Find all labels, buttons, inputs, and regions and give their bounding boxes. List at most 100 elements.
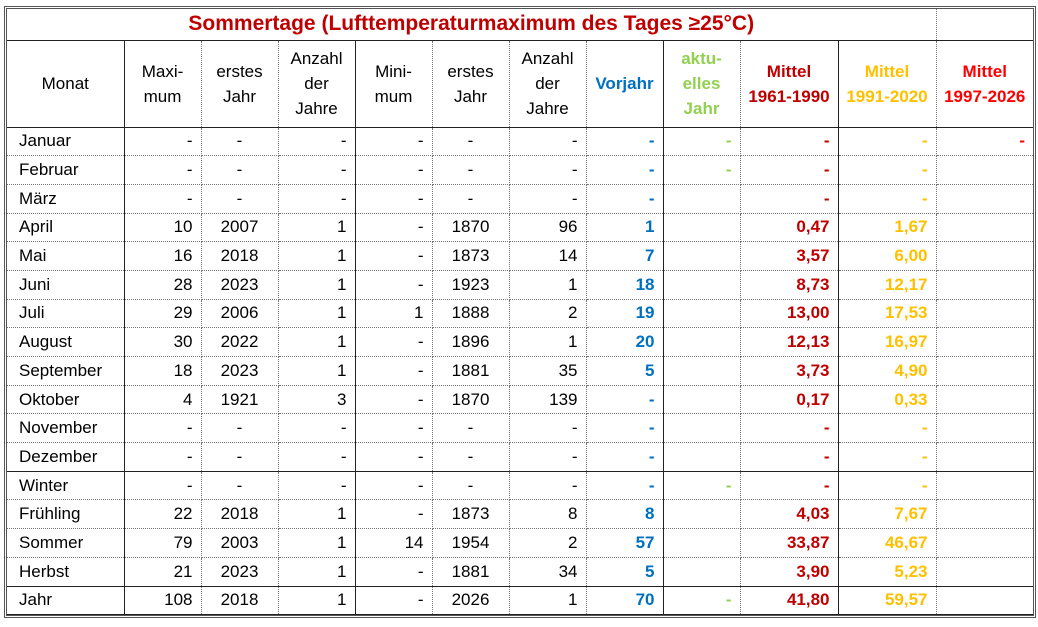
- cell-aktuelles-jahr: -: [663, 586, 741, 616]
- cell-vorjahr: 20: [586, 327, 664, 357]
- cell-vorjahr: 18: [586, 270, 664, 300]
- cell-maximum: 4: [124, 385, 202, 415]
- cell-minimum: -: [355, 127, 433, 157]
- cell-max-anzahl-jahre: 3: [278, 385, 356, 415]
- cell-max-anzahl-jahre: 1: [278, 241, 356, 271]
- cell-mittel-1991-2020: 17,53: [838, 299, 937, 329]
- cell-max-anzahl-jahre: 1: [278, 213, 356, 243]
- cell-mittel-1961-1990: 13,00: [740, 299, 839, 329]
- cell-min-anzahl-jahre: 1: [509, 327, 587, 357]
- table-row: Sommer 79 2003 1 14 1954 2 57 33,87 46,67: [7, 528, 1033, 558]
- cell-min-anzahl-jahre: 35: [509, 356, 587, 386]
- header-vorjahr: Vorjahr: [586, 40, 664, 128]
- cell-mittel-1991-2020: -: [838, 471, 937, 501]
- header-monat: Monat: [7, 40, 125, 128]
- cell-vorjahr: -: [586, 127, 664, 157]
- cell-mittel-1997-2026: [936, 184, 1033, 214]
- cell-max-anzahl-jahre: -: [278, 413, 356, 444]
- cell-mittel-1991-2020: 59,57: [838, 586, 937, 616]
- cell-minimum: -: [355, 213, 433, 243]
- cell-min-anzahl-jahre: -: [509, 413, 587, 444]
- cell-mittel-1961-1990: 12,13: [740, 327, 839, 357]
- cell-max-erstes-jahr: -: [201, 442, 279, 472]
- header-min-anzahl-jahre: Anzahl der Jahre: [509, 40, 587, 128]
- cell-mittel-1991-2020: -: [838, 127, 937, 157]
- cell-minimum: 14: [355, 528, 433, 558]
- cell-aktuelles-jahr: [663, 327, 741, 357]
- cell-max-erstes-jahr: -: [201, 155, 279, 185]
- cell-maximum: 29: [124, 299, 202, 329]
- cell-mittel-1991-2020: 46,67: [838, 528, 937, 558]
- cell-min-erstes-jahr: -: [432, 471, 510, 501]
- header-mittel-1997-2026: Mittel 1997-2026: [936, 40, 1033, 128]
- cell-maximum: 28: [124, 270, 202, 300]
- cell-aktuelles-jahr: -: [663, 471, 741, 501]
- cell-mittel-1961-1990: 0,17: [740, 385, 839, 415]
- cell-max-erstes-jahr: -: [201, 413, 279, 444]
- cell-max-erstes-jahr: -: [201, 184, 279, 214]
- cell-max-erstes-jahr: 2018: [201, 241, 279, 271]
- table-row: Juni 28 2023 1-1923 1 18 8,73 12,17: [7, 270, 1033, 300]
- cell-minimum: 1: [355, 299, 433, 329]
- cell-maximum: 16: [124, 241, 202, 271]
- cell-max-anzahl-jahre: 1: [278, 499, 356, 530]
- cell-mittel-1961-1990: 8,73: [740, 270, 839, 300]
- table-row: Dezember - - - - - - - - -: [7, 442, 1033, 472]
- cell-mittel-1997-2026: [936, 586, 1033, 616]
- cell-maximum: -: [124, 184, 202, 214]
- cell-min-anzahl-jahre: -: [509, 442, 587, 472]
- cell-max-anzahl-jahre: 1: [278, 557, 356, 587]
- cell-mittel-1997-2026: [936, 499, 1033, 530]
- cell-aktuelles-jahr: [663, 184, 741, 214]
- cell-max-anzahl-jahre: 1: [278, 327, 356, 357]
- table-row: Oktober 4 1921 3-1870 139-0,17 0,33: [7, 385, 1033, 415]
- cell-maximum: 30: [124, 327, 202, 357]
- cell-minimum: -: [355, 270, 433, 300]
- cell-min-anzahl-jahre: 1: [509, 586, 587, 616]
- cell-mittel-1961-1990: -: [740, 413, 839, 444]
- cell-minimum: -: [355, 442, 433, 472]
- header-minimum: Mini-mum: [355, 40, 433, 128]
- cell-min-erstes-jahr: 1870: [432, 213, 510, 243]
- cell-minimum: -: [355, 557, 433, 587]
- cell-aktuelles-jahr: [663, 241, 741, 271]
- cell-mittel-1997-2026: [936, 442, 1033, 472]
- cell-max-erstes-jahr: 2022: [201, 327, 279, 357]
- cell-monat: September: [7, 356, 125, 386]
- cell-maximum: -: [124, 127, 202, 157]
- cell-minimum: -: [355, 155, 433, 185]
- cell-aktuelles-jahr: [663, 413, 741, 444]
- cell-aktuelles-jahr: [663, 270, 741, 300]
- cell-mittel-1991-2020: -: [838, 155, 937, 185]
- table-row: Winter - - - - - - - - - -: [7, 471, 1033, 501]
- cell-monat: Dezember: [7, 442, 125, 472]
- cell-vorjahr: -: [586, 385, 664, 415]
- cell-mittel-1961-1990: -: [740, 127, 839, 157]
- cell-min-anzahl-jahre: -: [509, 184, 587, 214]
- cell-min-erstes-jahr: -: [432, 184, 510, 214]
- cell-mittel-1997-2026: [936, 356, 1033, 386]
- cell-max-anzahl-jahre: -: [278, 155, 356, 185]
- cell-monat: März: [7, 184, 125, 214]
- cell-mittel-1997-2026: [936, 471, 1033, 501]
- cell-min-anzahl-jahre: -: [509, 127, 587, 157]
- cell-vorjahr: 5: [586, 557, 664, 587]
- cell-minimum: -: [355, 499, 433, 530]
- cell-monat: Juni: [7, 270, 125, 300]
- cell-max-erstes-jahr: -: [201, 127, 279, 157]
- table-row: Mai 16 2018 1-1873 14 7 3,57 6,00: [7, 241, 1033, 271]
- table-row: März - - - - - - - - -: [7, 184, 1033, 214]
- cell-mittel-1991-2020: 4,90: [838, 356, 937, 386]
- cell-minimum: -: [355, 241, 433, 271]
- cell-maximum: -: [124, 413, 202, 444]
- cell-vorjahr: -: [586, 471, 664, 501]
- cell-monat: April: [7, 213, 125, 243]
- cell-aktuelles-jahr: [663, 356, 741, 386]
- cell-max-anzahl-jahre: 1: [278, 299, 356, 329]
- cell-max-erstes-jahr: 2018: [201, 499, 279, 530]
- cell-mittel-1961-1990: -: [740, 471, 839, 501]
- cell-min-anzahl-jahre: -: [509, 471, 587, 501]
- cell-vorjahr: 70: [586, 586, 664, 616]
- cell-maximum: -: [124, 442, 202, 472]
- cell-vorjahr: -: [586, 442, 664, 472]
